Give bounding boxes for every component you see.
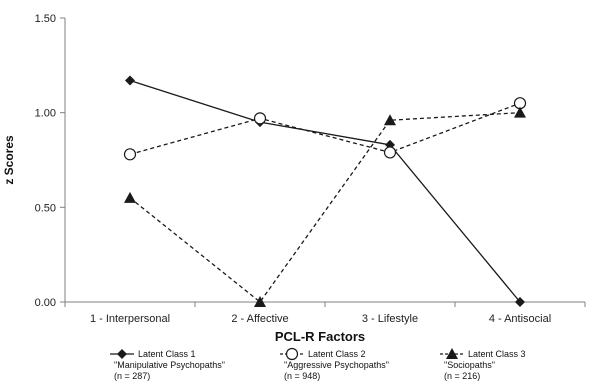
axes xyxy=(64,18,585,303)
y-tick-label: 0.00 xyxy=(35,297,56,309)
legend-subtitle: "Aggressive Psychopaths" xyxy=(284,360,389,370)
series-3-line xyxy=(129,112,521,303)
x-tick-label: 3 - Lifestyle xyxy=(362,313,418,325)
series-1-line xyxy=(129,79,521,303)
legend-item-2: Latent Class 2"Aggressive Psychopaths"(n… xyxy=(280,347,389,381)
legend-n: (n = 287) xyxy=(114,371,150,381)
x-tick-labels: 1 - Interpersonal 2 - Affective 3 - Lifest… xyxy=(64,302,586,325)
series-1-point xyxy=(125,75,135,86)
x-tick-label: 4 - Antisocial xyxy=(489,313,551,325)
y-tick-label: 1.00 xyxy=(35,108,56,120)
series-2-line xyxy=(129,102,521,155)
series-3-point xyxy=(124,191,136,203)
series-3-point xyxy=(254,296,266,307)
series-2-point xyxy=(123,148,137,161)
series-3 xyxy=(124,106,526,307)
y-tick-label: 1.50 xyxy=(35,13,56,25)
y-tick-label: 0.50 xyxy=(35,202,56,214)
legend-n: (n = 216) xyxy=(444,371,480,381)
legend: Latent Class 1"Manipulative Psychopaths"… xyxy=(110,347,526,381)
legend-swatch-marker xyxy=(446,348,458,359)
legend-subtitle: "Manipulative Psychopaths" xyxy=(114,360,225,370)
series-group xyxy=(123,75,527,307)
series-2-point xyxy=(383,146,397,159)
legend-name: Latent Class 2 xyxy=(308,349,366,359)
legend-swatch-marker xyxy=(285,347,299,361)
legend-swatch-marker xyxy=(117,349,127,359)
legend-name: Latent Class 1 xyxy=(138,349,196,359)
legend-n: (n = 948) xyxy=(284,371,320,381)
x-tick-label: 1 - Interpersonal xyxy=(90,313,170,325)
y-axis-label: z Scores xyxy=(2,135,16,185)
legend-name: Latent Class 3 xyxy=(468,349,526,359)
series-1-point xyxy=(515,297,525,307)
series-2 xyxy=(123,97,527,161)
y-tick-labels: 0.00 0.50 1.00 1.50 xyxy=(35,13,65,309)
legend-item-3: Latent Class 3"Sociopaths"(n = 216) xyxy=(440,348,526,381)
legend-subtitle: "Sociopaths" xyxy=(444,360,495,370)
series-1 xyxy=(125,75,525,307)
series-3-point xyxy=(514,106,526,118)
series-2-point xyxy=(253,112,267,125)
legend-item-1: Latent Class 1"Manipulative Psychopaths"… xyxy=(110,349,225,381)
series-3-point xyxy=(384,114,396,126)
x-tick-label: 2 - Affective xyxy=(231,313,288,325)
x-axis-label: PCL-R Factors xyxy=(275,329,365,344)
